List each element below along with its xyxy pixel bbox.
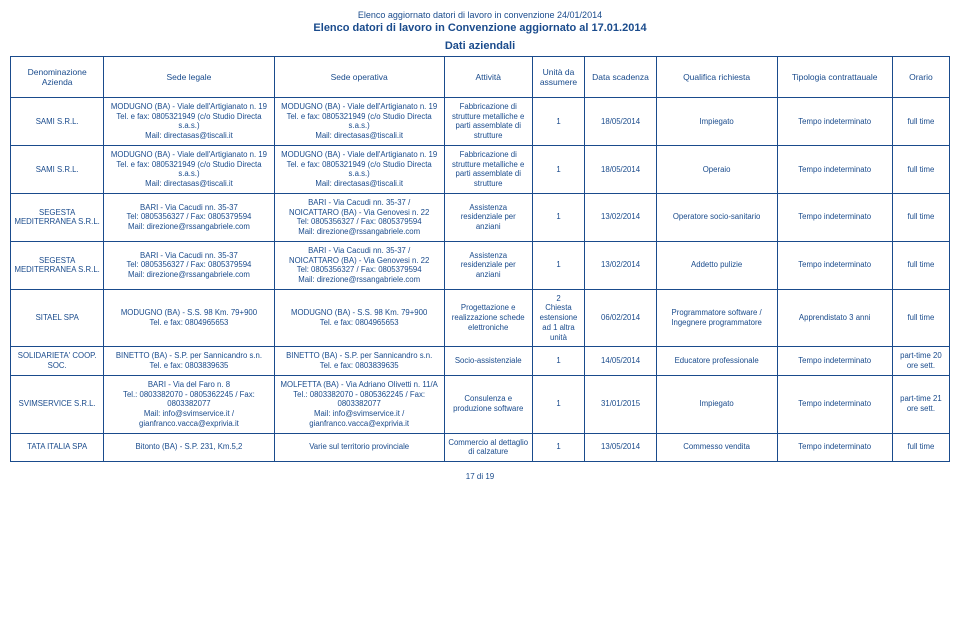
cell-tipologia: Tempo indeterminato <box>777 145 892 193</box>
table-row: TATA ITALIA SPABitonto (BA) - S.P. 231, … <box>11 433 950 461</box>
cell-scadenza: 18/05/2014 <box>585 145 656 193</box>
page-title-block: Elenco aggiornato datori di lavoro in co… <box>10 10 950 34</box>
cell-scadenza: 06/02/2014 <box>585 289 656 347</box>
cell-attivita: Assistenza residenziale per anziani <box>444 193 532 241</box>
col-orario: Orario <box>892 57 949 98</box>
cell-attivita: Socio-assistenziale <box>444 347 532 375</box>
cell-sede_operativa: MOLFETTA (BA) - Via Adriano Olivetti n. … <box>274 375 444 433</box>
cell-denominazione: SOLIDARIETA' COOP. SOC. <box>11 347 104 375</box>
cell-attivita: Progettazione e realizzazione schede ele… <box>444 289 532 347</box>
title-line2: Elenco datori di lavoro in Convenzione a… <box>10 22 950 34</box>
cell-scadenza: 13/05/2014 <box>585 433 656 461</box>
cell-attivita: Consulenza e produzione software <box>444 375 532 433</box>
subtitle: Dati aziendali <box>10 40 950 52</box>
cell-scadenza: 14/05/2014 <box>585 347 656 375</box>
table-row: SVIMSERVICE S.R.L.BARI - Via del Faro n.… <box>11 375 950 433</box>
cell-qualifica: Impiegato <box>656 98 777 146</box>
cell-sede_legale: BARI - Via Cacudi nn. 35-37 Tel: 0805356… <box>104 241 274 289</box>
cell-sede_operativa: Varie sul territorio provinciale <box>274 433 444 461</box>
cell-sede_operativa: BARI - Via Cacudi nn. 35-37 / NOICATTARO… <box>274 193 444 241</box>
cell-unita: 1 <box>532 145 585 193</box>
col-scadenza: Data scadenza <box>585 57 656 98</box>
cell-sede_legale: MODUGNO (BA) - Viale dell'Artigianato n.… <box>104 98 274 146</box>
table-row: SEGESTA MEDITERRANEA S.R.L.BARI - Via Ca… <box>11 193 950 241</box>
cell-tipologia: Tempo indeterminato <box>777 98 892 146</box>
cell-sede_operativa: MODUGNO (BA) - Viale dell'Artigianato n.… <box>274 98 444 146</box>
cell-unita: 1 <box>532 375 585 433</box>
data-table: Denominazione Azienda Sede legale Sede o… <box>10 56 950 462</box>
cell-qualifica: Programmatore software / Ingegnere progr… <box>656 289 777 347</box>
cell-tipologia: Tempo indeterminato <box>777 375 892 433</box>
cell-sede_legale: MODUGNO (BA) - Viale dell'Artigianato n.… <box>104 145 274 193</box>
cell-scadenza: 13/02/2014 <box>585 241 656 289</box>
cell-qualifica: Educatore professionale <box>656 347 777 375</box>
col-attivita: Attività <box>444 57 532 98</box>
table-row: SOLIDARIETA' COOP. SOC.BINETTO (BA) - S.… <box>11 347 950 375</box>
cell-qualifica: Impiegato <box>656 375 777 433</box>
col-sede-legale: Sede legale <box>104 57 274 98</box>
cell-orario: full time <box>892 433 949 461</box>
cell-denominazione: SEGESTA MEDITERRANEA S.R.L. <box>11 193 104 241</box>
cell-denominazione: TATA ITALIA SPA <box>11 433 104 461</box>
cell-attivita: Fabbricazione di strutture metalliche e … <box>444 98 532 146</box>
col-tipologia: Tipologia contrattauale <box>777 57 892 98</box>
cell-sede_operativa: BINETTO (BA) - S.P. per Sannicandro s.n.… <box>274 347 444 375</box>
cell-unita: 2 Chiesta estensione ad 1 altra unità <box>532 289 585 347</box>
cell-scadenza: 13/02/2014 <box>585 193 656 241</box>
page-footer: 17 di 19 <box>10 472 950 481</box>
cell-attivita: Commercio al dettaglio di calzature <box>444 433 532 461</box>
cell-sede_legale: BARI - Via del Faro n. 8 Tel.: 080338207… <box>104 375 274 433</box>
col-unita: Unità da assumere <box>532 57 585 98</box>
cell-denominazione: SITAEL SPA <box>11 289 104 347</box>
cell-orario: full time <box>892 193 949 241</box>
cell-orario: full time <box>892 98 949 146</box>
cell-denominazione: SVIMSERVICE S.R.L. <box>11 375 104 433</box>
title-line1: Elenco aggiornato datori di lavoro in co… <box>10 10 950 20</box>
cell-scadenza: 31/01/2015 <box>585 375 656 433</box>
cell-orario: full time <box>892 289 949 347</box>
cell-unita: 1 <box>532 193 585 241</box>
cell-sede_legale: BINETTO (BA) - S.P. per Sannicandro s.n.… <box>104 347 274 375</box>
cell-qualifica: Commesso vendita <box>656 433 777 461</box>
cell-orario: full time <box>892 241 949 289</box>
table-row: SITAEL SPAMODUGNO (BA) - S.S. 98 Km. 79+… <box>11 289 950 347</box>
cell-qualifica: Addetto pulizie <box>656 241 777 289</box>
col-denominazione: Denominazione Azienda <box>11 57 104 98</box>
cell-tipologia: Tempo indeterminato <box>777 241 892 289</box>
cell-sede_legale: MODUGNO (BA) - S.S. 98 Km. 79+900 Tel. e… <box>104 289 274 347</box>
table-header-row: Denominazione Azienda Sede legale Sede o… <box>11 57 950 98</box>
cell-scadenza: 18/05/2014 <box>585 98 656 146</box>
cell-denominazione: SEGESTA MEDITERRANEA S.R.L. <box>11 241 104 289</box>
table-row: SAMI S.R.L.MODUGNO (BA) - Viale dell'Art… <box>11 98 950 146</box>
cell-denominazione: SAMI S.R.L. <box>11 98 104 146</box>
cell-orario: part-time 20 ore sett. <box>892 347 949 375</box>
table-row: SAMI S.R.L.MODUGNO (BA) - Viale dell'Art… <box>11 145 950 193</box>
cell-attivita: Fabbricazione di strutture metalliche e … <box>444 145 532 193</box>
cell-sede_legale: BARI - Via Cacudi nn. 35-37 Tel: 0805356… <box>104 193 274 241</box>
cell-qualifica: Operaio <box>656 145 777 193</box>
cell-unita: 1 <box>532 98 585 146</box>
cell-unita: 1 <box>532 347 585 375</box>
col-sede-operativa: Sede operativa <box>274 57 444 98</box>
cell-qualifica: Operatore socio-sanitario <box>656 193 777 241</box>
cell-sede_legale: Bitonto (BA) - S.P. 231, Km.5,2 <box>104 433 274 461</box>
cell-orario: part-time 21 ore sett. <box>892 375 949 433</box>
cell-sede_operativa: MODUGNO (BA) - S.S. 98 Km. 79+900 Tel. e… <box>274 289 444 347</box>
cell-sede_operativa: BARI - Via Cacudi nn. 35-37 / NOICATTARO… <box>274 241 444 289</box>
cell-denominazione: SAMI S.R.L. <box>11 145 104 193</box>
cell-attivita: Assistenza residenziale per anziani <box>444 241 532 289</box>
cell-tipologia: Apprendistato 3 anni <box>777 289 892 347</box>
cell-unita: 1 <box>532 433 585 461</box>
cell-tipologia: Tempo indeterminato <box>777 347 892 375</box>
table-row: SEGESTA MEDITERRANEA S.R.L.BARI - Via Ca… <box>11 241 950 289</box>
cell-orario: full time <box>892 145 949 193</box>
cell-unita: 1 <box>532 241 585 289</box>
cell-tipologia: Tempo indeterminato <box>777 433 892 461</box>
col-qualifica: Qualifica richiesta <box>656 57 777 98</box>
cell-sede_operativa: MODUGNO (BA) - Viale dell'Artigianato n.… <box>274 145 444 193</box>
cell-tipologia: Tempo indeterminato <box>777 193 892 241</box>
